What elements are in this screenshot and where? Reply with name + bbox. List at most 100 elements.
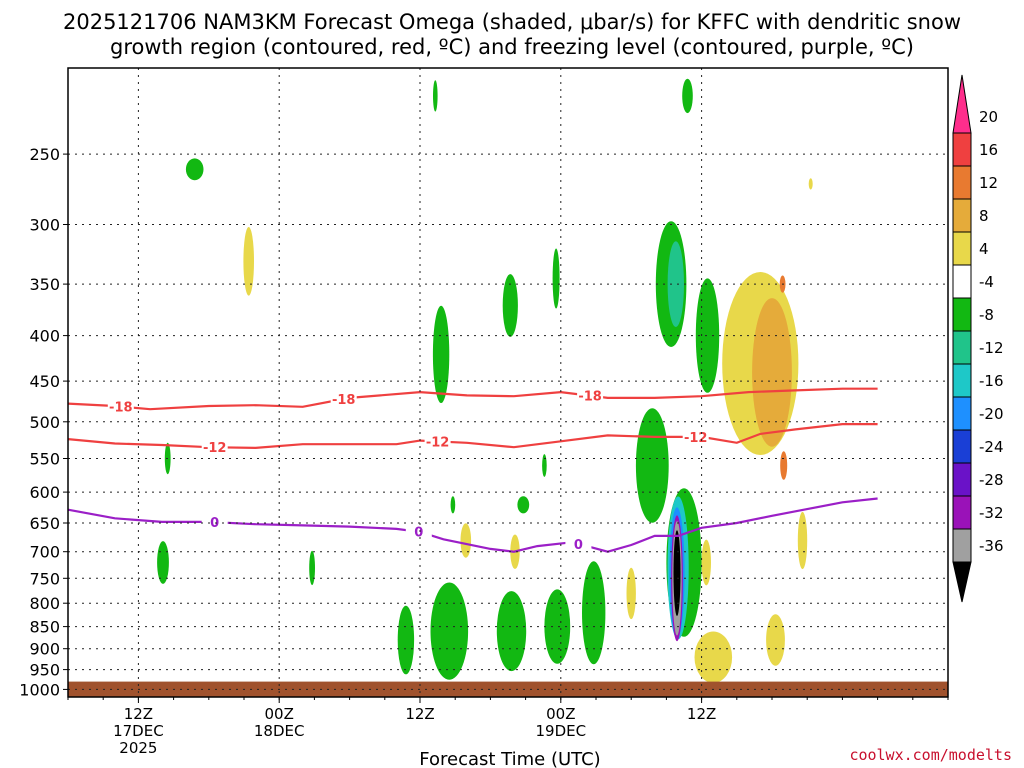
contour-label-bg xyxy=(565,536,592,551)
omega-shade-cell xyxy=(701,539,711,586)
omega-shade-cell xyxy=(542,454,547,477)
y-tick-label: 750 xyxy=(29,569,60,588)
omega-shade-cell xyxy=(243,226,254,296)
contour-label: -12 xyxy=(203,441,227,456)
contour-label-bg xyxy=(330,392,357,406)
omega-shade-cell xyxy=(309,550,315,586)
contour-label: -18 xyxy=(109,401,133,416)
x-tick-label: 18DEC xyxy=(254,722,305,740)
omega-shade-cell xyxy=(626,567,636,620)
omega-shade-cell xyxy=(552,248,560,309)
colorbar-label: -8 xyxy=(979,306,994,324)
colorbar: 20 16 12 8 4 -4 -8 -12 -16 -20 -24 -28 -32 -36 xyxy=(952,74,1004,603)
contour-label: -18 xyxy=(332,393,356,408)
x-tick-label: 2025 xyxy=(119,739,157,757)
colorbar-top-arrow xyxy=(952,74,972,134)
y-tick-label: 850 xyxy=(29,618,60,637)
omega-shade-cell xyxy=(635,408,669,523)
x-tick-label: 00Z xyxy=(546,705,575,723)
x-tick-label: 12Z xyxy=(405,705,434,723)
contour-line xyxy=(67,497,878,553)
colorbar-swatch xyxy=(952,396,972,431)
colorbar-swatch xyxy=(952,198,972,233)
omega-shade-cell xyxy=(766,614,785,666)
contour-label: -12 xyxy=(426,435,450,450)
y-tick-label: 400 xyxy=(29,327,60,346)
omega-shade-cell xyxy=(517,496,530,514)
omega-shade-cell xyxy=(780,451,788,480)
x-axis-label: Forecast Time (UTC) xyxy=(419,749,600,768)
colorbar-swatch xyxy=(952,132,972,167)
colorbar-swatch xyxy=(952,528,972,563)
x-tick-label: 12Z xyxy=(687,705,716,723)
y-tick-label: 550 xyxy=(29,450,60,469)
colorbar-swatch xyxy=(952,297,972,332)
x-tick-label: 17DEC xyxy=(113,722,164,740)
colorbar-swatch xyxy=(952,264,972,299)
omega-shade-cell xyxy=(185,158,204,181)
plot-frame xyxy=(67,67,949,698)
omega-shade-cell xyxy=(502,274,518,337)
contour-label: -12 xyxy=(684,431,708,446)
colorbar-bottom-arrow xyxy=(952,561,972,603)
omega-shade-cell xyxy=(582,561,606,665)
y-tick-label: 650 xyxy=(29,514,60,533)
y-tick-label: 800 xyxy=(29,594,60,613)
colorbar-label: -24 xyxy=(979,438,1004,456)
y-tick-label: 600 xyxy=(29,483,60,502)
y-tick-label: 250 xyxy=(29,145,60,164)
omega-shade-cell xyxy=(752,298,792,447)
colorbar-swatch xyxy=(952,462,972,497)
y-tick-label: 700 xyxy=(29,543,60,562)
axes: 250 300 350 400 450 500 550 600 650 700 750 800 850 9… xyxy=(19,67,949,757)
chart-title-line2: growth region (contoured, red, ºC) and f… xyxy=(110,35,914,59)
contour-label-bg xyxy=(577,388,604,403)
contour-label: 0 xyxy=(210,516,219,531)
credit-text: coolwx.com/modelts xyxy=(849,746,1012,764)
colorbar-label: -4 xyxy=(979,273,994,291)
omega-shade-cell xyxy=(450,496,456,514)
contour-label-bg xyxy=(682,429,709,444)
colorbar-label: 12 xyxy=(979,174,998,192)
colorbar-label: 20 xyxy=(979,108,998,126)
colorbar-label: 16 xyxy=(979,141,998,159)
omega-shade-cell xyxy=(682,78,693,114)
x-tick-label: 00Z xyxy=(265,705,294,723)
contour-label-bg xyxy=(405,524,432,539)
omega-shade-cell xyxy=(808,178,813,190)
contour-label-bg xyxy=(424,434,451,449)
y-tick-label: 900 xyxy=(29,640,60,659)
colorbar-swatch xyxy=(952,495,972,530)
colorbar-swatch xyxy=(952,231,972,266)
colorbar-label: 4 xyxy=(979,240,989,258)
omega-shade-cell xyxy=(544,589,571,664)
omega-shade-cell xyxy=(460,523,472,558)
omega-shade-cell xyxy=(667,241,684,327)
y-tick-label: 950 xyxy=(29,661,60,680)
plot-area: -18 -18 -18 -12 -12 -12 0 0 0 xyxy=(67,78,948,697)
omega-shade-cell xyxy=(433,80,438,112)
contour-label-bg xyxy=(201,515,228,530)
colorbar-label: -20 xyxy=(979,405,1004,423)
colorbar-label: -28 xyxy=(979,471,1004,489)
omega-shade-cell xyxy=(157,541,169,584)
omega-shade-cell xyxy=(430,582,469,680)
x-tick-label: 19DEC xyxy=(536,722,587,740)
x-tick-label: 12Z xyxy=(124,705,153,723)
contour-label: 0 xyxy=(414,526,423,541)
contour-line xyxy=(67,387,878,411)
omega-shade-cell xyxy=(397,605,415,675)
y-tick-label: 500 xyxy=(29,413,60,432)
omega-shade-cell xyxy=(432,305,450,403)
contour-label-bg xyxy=(201,440,228,455)
chart-title-line1: 2025121706 NAM3KM Forecast Omega (shaded… xyxy=(63,10,961,34)
colorbar-label: -16 xyxy=(979,372,1004,390)
colorbar-swatch xyxy=(952,429,972,464)
contour-label: -18 xyxy=(578,390,602,405)
colorbar-label: -12 xyxy=(979,339,1004,357)
colorbar-swatch xyxy=(952,165,972,200)
y-tick-label: 1000 xyxy=(19,680,60,699)
colorbar-swatch xyxy=(952,330,972,365)
omega-shade-cell xyxy=(496,591,527,672)
